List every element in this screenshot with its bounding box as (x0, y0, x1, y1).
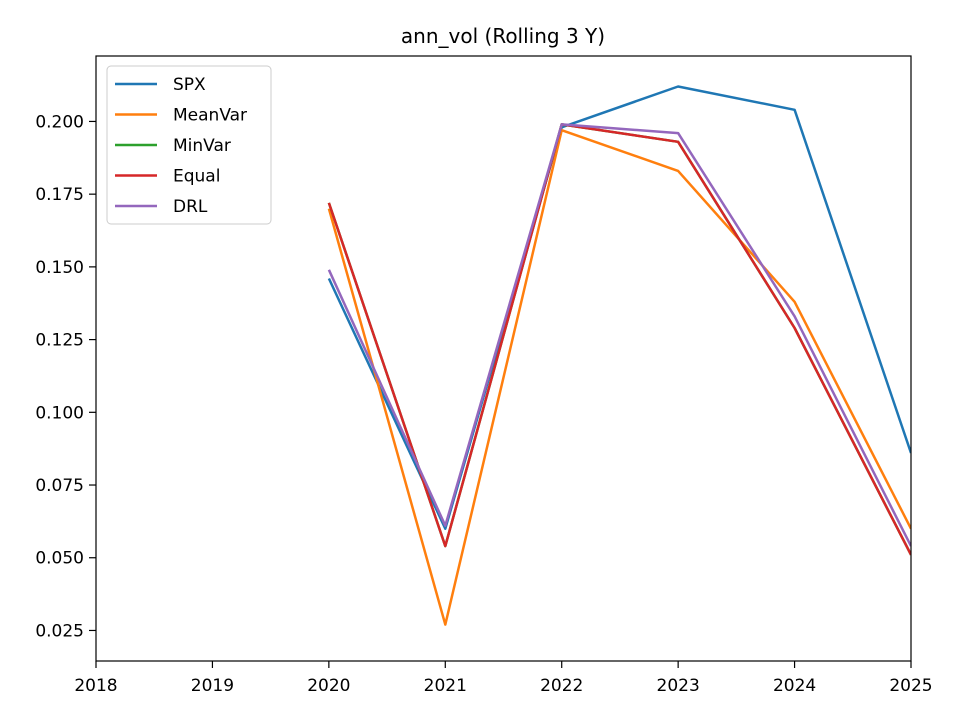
y-tick-label: 0.050 (35, 549, 84, 569)
legend-label-drl: DRL (173, 197, 208, 217)
series-line-equal (327, 123, 911, 556)
x-tick-label: 2025 (889, 676, 932, 696)
y-tick-label: 0.125 (35, 331, 84, 351)
plot-frame (95, 55, 912, 662)
x-tick-label: 2022 (540, 676, 583, 696)
y-tick-label: 0.175 (35, 185, 84, 205)
legend-label-minvar: MinVar (173, 136, 231, 156)
x-tick-label: 2019 (191, 676, 234, 696)
legend-box (106, 65, 272, 225)
series-line-meanvar (327, 128, 911, 626)
legend-label-spx: SPX (173, 75, 206, 95)
x-tick-label: 2024 (773, 676, 816, 696)
chart-title: ann_vol (Rolling 3 Y) (401, 24, 605, 48)
plot-lines (327, 85, 911, 626)
y-tick-label: 0.150 (35, 258, 84, 278)
x-tick-label: 2023 (657, 676, 700, 696)
y-tick-label: 0.200 (35, 112, 84, 132)
legend-label-meanvar: MeanVar (173, 106, 247, 126)
x-tick-label: 2018 (74, 676, 117, 696)
legend: SPX MeanVar MinVar Equal DRL (106, 65, 272, 225)
y-tick-label: 0.100 (35, 403, 84, 423)
x-axis: 2018 2019 2020 2021 2022 2023 2024 2025 (74, 661, 933, 696)
y-tick-label: 0.075 (35, 476, 84, 496)
x-tick-label: 2021 (424, 676, 467, 696)
series-line-minvar (327, 123, 911, 556)
y-tick-label: 0.025 (35, 621, 84, 641)
x-tick-label: 2020 (307, 676, 350, 696)
y-axis: 0.025 0.050 0.075 0.100 0.125 0.150 0.175 0.200 (35, 112, 96, 641)
legend-label-equal: Equal (173, 167, 220, 187)
series-line-drl (327, 123, 911, 547)
